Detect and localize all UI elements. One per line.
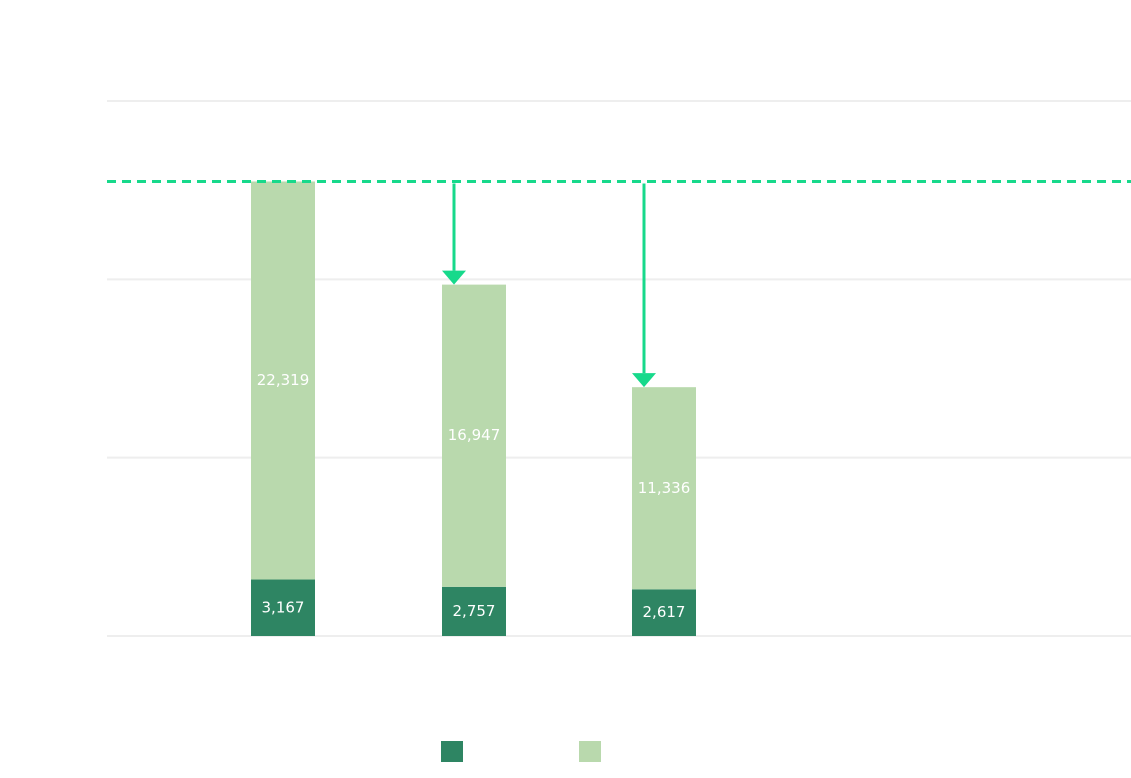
bar-series0-cat1 [442,586,506,636]
annotations [107,179,1131,388]
data-label-series0-cat1: 2,757 [453,602,496,620]
data-label-series0-cat2: 2,617 [643,603,686,621]
data-labels: 3,167 22,319 2,757 16,947 2,617 11,336 [257,371,691,621]
data-label-series0-cat0: 3,167 [262,598,305,616]
bars [251,181,696,636]
arrow-head-1 [632,373,656,388]
bar-series1-cat0 [251,181,315,580]
bar-series1-cat1 [442,284,506,587]
legend-swatch-series0 [441,741,463,762]
data-label-series1-cat0: 22,319 [257,371,310,389]
data-label-series1-cat2: 11,336 [638,479,691,497]
bar-series0-cat0 [251,579,315,636]
arrow-head-0 [442,270,466,285]
bar-series0-cat2 [632,589,696,636]
legend-swatch-series1 [579,741,601,762]
legend [441,741,601,762]
data-label-series1-cat1: 16,947 [448,426,501,444]
bar-series1-cat2 [632,387,696,590]
